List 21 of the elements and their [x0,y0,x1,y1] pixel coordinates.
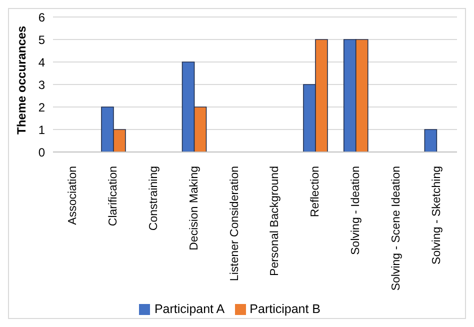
y-tick-label: 0 [38,145,46,160]
legend-label: Participant B [250,302,321,316]
x-tick-label: Solving - Scene Ideation [390,166,402,291]
y-tick-label: 5 [38,32,46,47]
y-tick-label: 3 [38,78,46,92]
x-tick-label: Reflection [310,166,322,218]
y-tick-label: 2 [38,100,46,114]
x-tick-label: Listener Consideration [228,166,241,282]
y-tick-label: 4 [38,55,46,70]
x-tick-label: Decision Making [188,166,200,250]
y-tick-label: 1 [38,122,46,137]
x-tick-label: Constraining [148,166,160,231]
x-tick-label: Solving - Sketching [430,166,443,264]
x-tick-label: Association [67,166,80,225]
x-tick-label: Personal Background [269,166,282,276]
x-tick-label: Clarification [108,166,120,226]
legend-label: Participant A [154,302,225,316]
x-tick-label: Solving - Ideation [350,166,362,255]
bar [424,129,438,152]
y-axis-title: Theme occurances [14,25,28,134]
y-tick-label: 6 [38,10,46,24]
